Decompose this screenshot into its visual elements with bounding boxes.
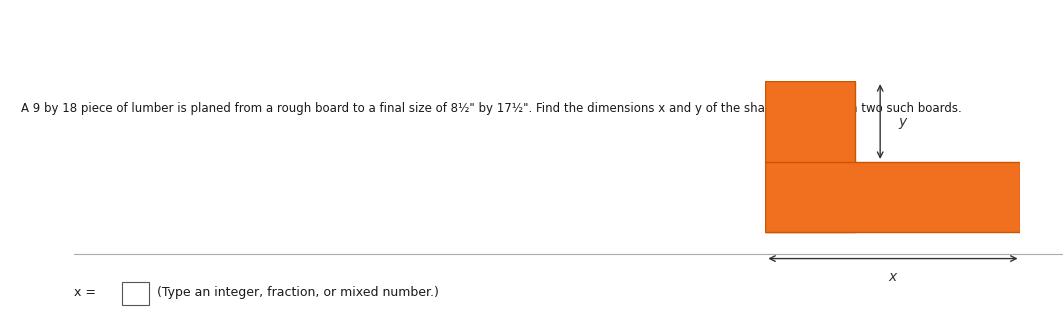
Text: lomework: lomework bbox=[11, 27, 109, 45]
Text: x: x bbox=[889, 270, 897, 284]
Text: y: y bbox=[898, 114, 907, 129]
Text: Part 1 of 2: Part 1 of 2 bbox=[365, 32, 443, 47]
Bar bbox=[765, 81, 855, 232]
Bar bbox=[765, 162, 1020, 232]
Text: x =: x = bbox=[74, 286, 97, 299]
FancyBboxPatch shape bbox=[122, 282, 149, 305]
Text: A 9 by 18 piece of lumber is planed from a rough board to a final size of 8½" by: A 9 by 18 piece of lumber is planed from… bbox=[21, 102, 962, 115]
Text: (Type an integer, fraction, or mixed number.): (Type an integer, fraction, or mixed num… bbox=[157, 286, 439, 299]
